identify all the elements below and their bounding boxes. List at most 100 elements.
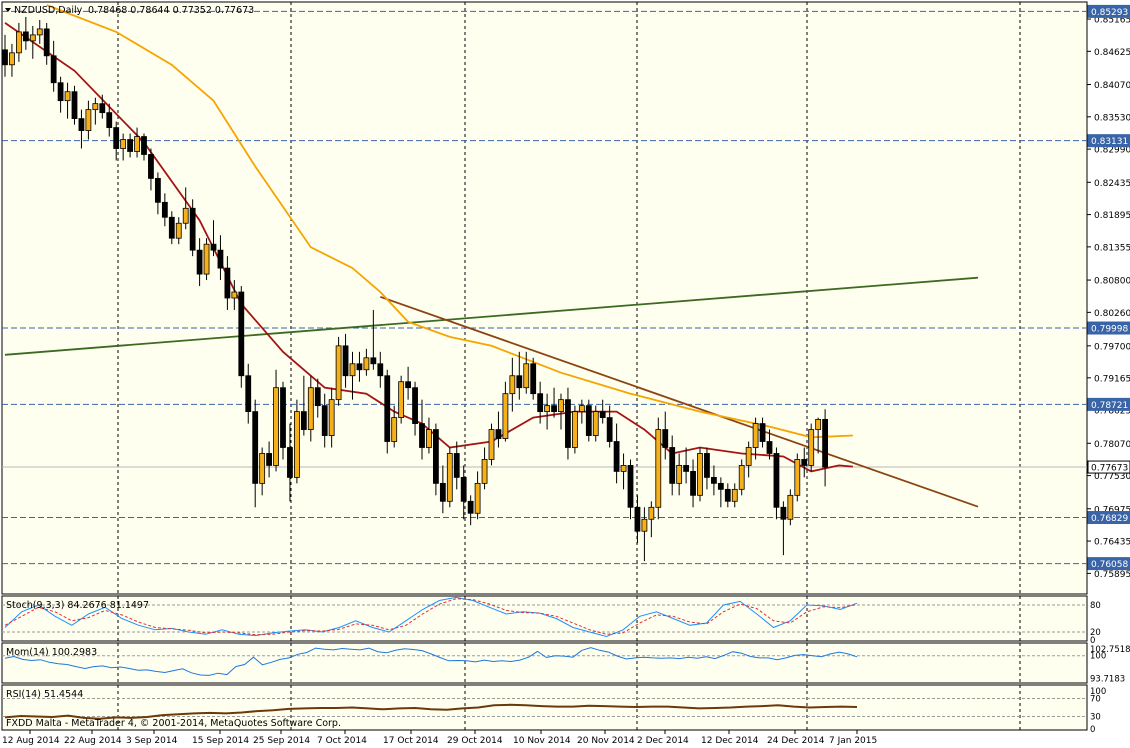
candle bbox=[29, 25, 36, 59]
candle bbox=[99, 94, 106, 119]
bull-candle-body bbox=[273, 387, 279, 466]
candle bbox=[106, 103, 113, 137]
candle bbox=[349, 351, 356, 400]
candle bbox=[134, 127, 140, 158]
time-tick-label: 24 Dec 2014 bbox=[767, 736, 825, 746]
bull-candle-body bbox=[307, 387, 314, 430]
candle bbox=[766, 429, 773, 460]
candle bbox=[405, 366, 412, 400]
price-tick-label: 0.75895 bbox=[1094, 570, 1130, 580]
bull-candle-body bbox=[578, 405, 585, 413]
bear-candle-body bbox=[467, 500, 474, 514]
bull-candle-body bbox=[175, 222, 182, 239]
candle bbox=[321, 393, 328, 448]
axis-tick-label: 102.7518 bbox=[1090, 645, 1130, 655]
bear-candle-body bbox=[113, 127, 120, 149]
time-tick-label: 15 Sep 2014 bbox=[192, 736, 249, 746]
bear-candle-body bbox=[766, 441, 773, 454]
bear-candle-body bbox=[78, 118, 85, 131]
candle bbox=[439, 465, 446, 514]
candle bbox=[210, 220, 217, 257]
bear-candle-body bbox=[551, 405, 557, 413]
candle bbox=[606, 405, 613, 448]
price-tag-box bbox=[1087, 134, 1130, 148]
axis-tick-label: 0 bbox=[1090, 636, 1095, 646]
candle bbox=[280, 381, 286, 460]
trendline-falling bbox=[380, 295, 979, 508]
candle bbox=[516, 351, 523, 400]
candle bbox=[453, 441, 460, 490]
price-tag-label: 0.85293 bbox=[1091, 8, 1128, 18]
price-tick-label: 0.85165 bbox=[1094, 16, 1130, 26]
axis-tick-label: 0 bbox=[1090, 725, 1095, 735]
bear-candle-body bbox=[565, 399, 571, 448]
bull-candle-body bbox=[620, 465, 627, 472]
momentum-panel-background bbox=[1, 642, 1088, 684]
dropdown-triangle-icon[interactable] bbox=[5, 8, 11, 12]
candle bbox=[64, 82, 71, 119]
price-tag-box bbox=[1087, 321, 1130, 335]
candle bbox=[300, 375, 307, 436]
candlesticks bbox=[2, 16, 828, 562]
bear-candle-body bbox=[683, 465, 689, 472]
candle bbox=[634, 495, 641, 544]
candle bbox=[189, 199, 196, 257]
price-tick-label: 0.77530 bbox=[1094, 472, 1130, 482]
bear-candle-body bbox=[495, 429, 502, 439]
candle bbox=[620, 453, 627, 490]
bull-candle-body bbox=[731, 488, 738, 502]
bear-candle-body bbox=[43, 28, 50, 57]
bear-candle-body bbox=[106, 112, 113, 128]
bull-candle-body bbox=[572, 411, 578, 448]
level-price-tag: 0.83131 bbox=[1087, 134, 1130, 148]
time-tick-label: 22 Aug 2014 bbox=[64, 736, 122, 746]
price-tag-label: 0.76829 bbox=[1091, 514, 1128, 524]
bear-candle-body bbox=[432, 429, 439, 484]
bear-candle-body bbox=[717, 482, 724, 490]
bull-candle-body bbox=[474, 482, 481, 514]
price-tick-label: 0.79700 bbox=[1094, 342, 1130, 352]
momentum-title: Mom(14) 100.2983 bbox=[6, 647, 97, 658]
candle bbox=[745, 441, 752, 478]
time-tick-label: 25 Sep 2014 bbox=[253, 736, 310, 746]
price-tag-box bbox=[1087, 511, 1130, 525]
candle bbox=[148, 148, 154, 191]
candle bbox=[460, 465, 467, 520]
bear-candle-body bbox=[238, 291, 245, 377]
stochastic-panel[interactable]: 80 200 Stoch(9,3,3) 84.2676 81.1497 bbox=[1, 595, 1101, 646]
axis-tick-label: 93.7183 bbox=[1090, 675, 1125, 685]
bull-candle-body bbox=[509, 375, 516, 395]
time-tick-label: 10 Nov 2014 bbox=[513, 736, 571, 746]
candle bbox=[544, 393, 550, 430]
bull-candle-body bbox=[64, 91, 71, 102]
price-tag-box bbox=[1087, 557, 1130, 571]
bear-candle-body bbox=[822, 418, 828, 468]
price-panel[interactable]: 0.85165 0.84625 0.84070 0.83530 0.82990 0.824… bbox=[1, 1, 1130, 595]
axis-tick-label: 80 bbox=[1090, 601, 1101, 611]
symbol-label: NZDUSD,Daily bbox=[14, 5, 83, 16]
bear-candle-body bbox=[196, 249, 203, 275]
candle bbox=[426, 417, 432, 454]
bear-candle-body bbox=[342, 345, 349, 377]
bull-candle-body bbox=[363, 357, 370, 371]
bear-candle-body bbox=[516, 375, 523, 389]
price-tag-label: 0.78721 bbox=[1091, 401, 1128, 411]
candle bbox=[335, 336, 342, 406]
price-tick-label: 0.80260 bbox=[1094, 309, 1130, 319]
bear-candle-body bbox=[419, 423, 425, 448]
bull-candle-body bbox=[544, 405, 550, 413]
bear-candle-body bbox=[585, 405, 592, 436]
bear-candle-body bbox=[57, 82, 64, 102]
candle bbox=[71, 85, 78, 125]
bull-candle-body bbox=[92, 103, 99, 111]
candle bbox=[641, 507, 648, 562]
bear-candle-body bbox=[690, 471, 696, 496]
horizontal-levels bbox=[2, 10, 1087, 565]
level-price-tag: 0.76829 bbox=[1087, 511, 1130, 525]
candle bbox=[356, 351, 363, 382]
candle bbox=[238, 286, 245, 388]
price-tick-label: 0.82435 bbox=[1094, 179, 1130, 189]
